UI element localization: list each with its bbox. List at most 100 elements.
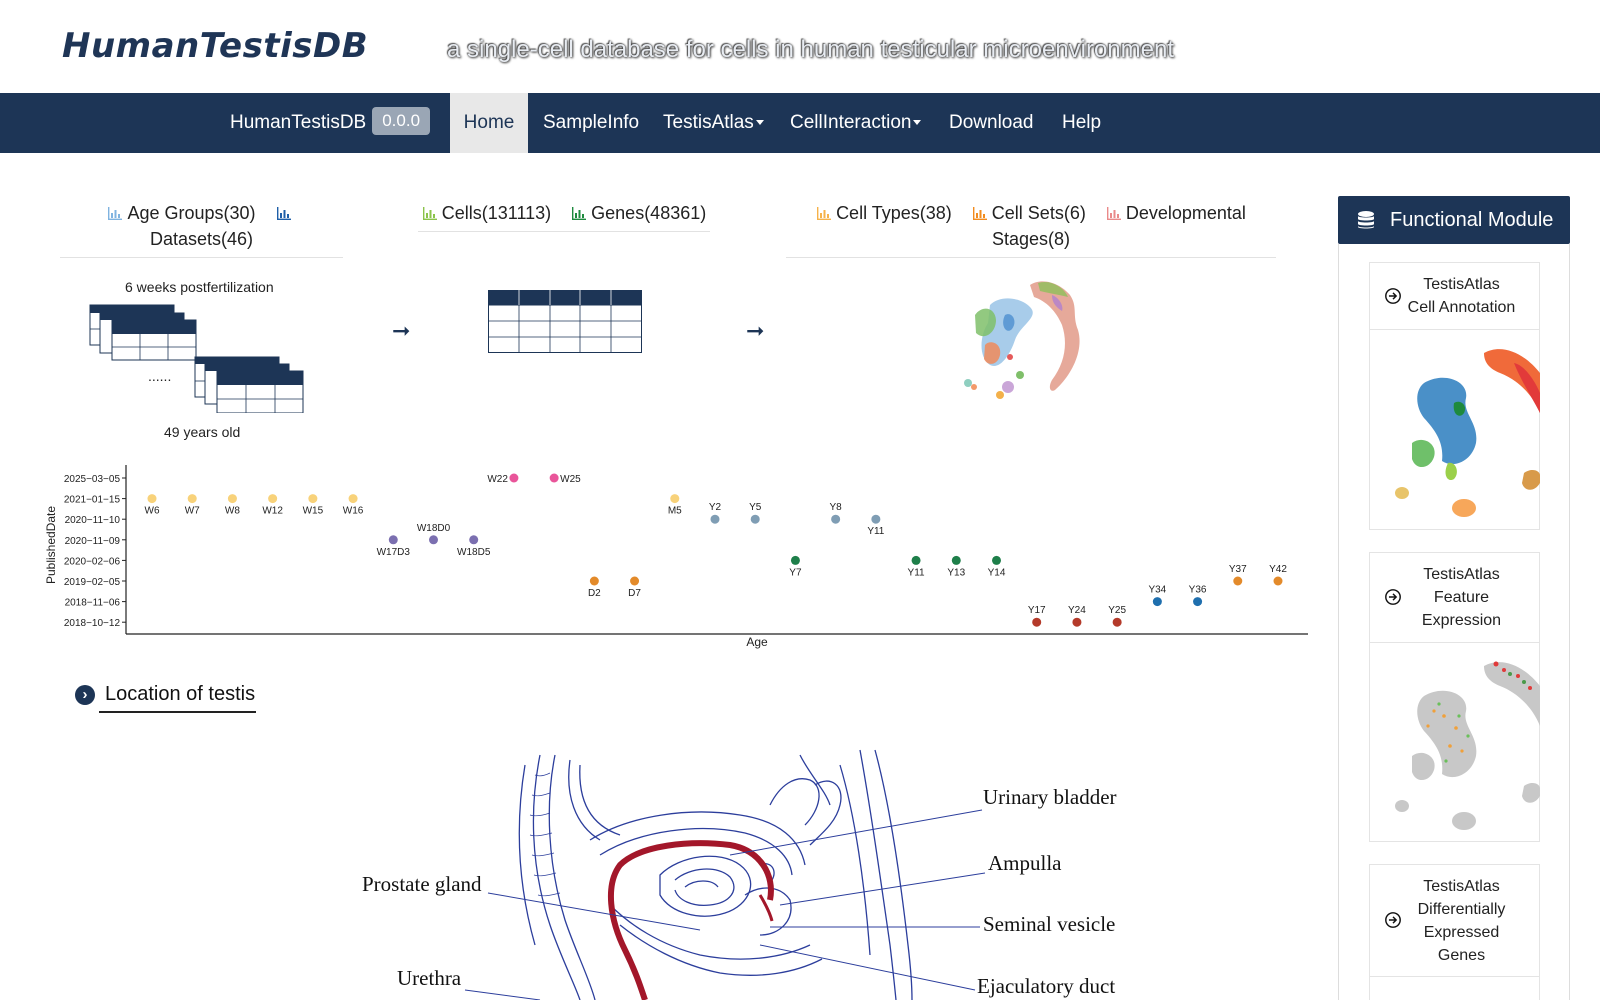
label-prostate-gland: Prostate gland [362,872,482,896]
label-urethra: Urethra [397,966,462,990]
chart-point-label: Y11 [908,567,925,578]
card-header: TestisAtlas Feature Expression [1370,553,1539,643]
chart-point-label: Y42 [1269,564,1287,575]
datasets-count: Datasets(46) [149,229,254,249]
chart-y-tick-label: 2018−10−12 [64,618,121,629]
chart-point [549,473,559,483]
chart-point [951,555,961,565]
chart-y-axis-label: PublishedDate [44,506,58,584]
stat-cells-genes: Cells(131113) Genes(48361) [418,200,710,226]
label-seminal-vesicle: Seminal vesicle [983,912,1116,936]
chart-point [348,494,358,504]
nav-item-home[interactable]: Home [450,93,528,153]
chart-point-label: Y13 [947,567,965,578]
location-section-header[interactable]: › Location of testis [75,683,255,706]
stat-age-datasets: Age Groups(30) Datasets(46) [60,200,343,252]
bar-chart-icon [817,207,832,220]
navbar-brand-label: HumanTestisDB [230,112,367,133]
chart-point [750,514,760,524]
chart-point [589,576,599,586]
caret-down-icon [913,120,922,126]
nav-item-cellinteraction-label: CellInteraction [790,112,912,133]
chart-point-label: W15 [303,506,324,517]
version-badge: 0.0.0 [372,106,431,135]
card-feature-expression[interactable]: TestisAtlas Feature Expression [1369,552,1540,842]
chart-point-label: W6 [145,506,160,517]
bar-chart-icon [972,207,987,220]
chart-point [308,494,318,504]
label-ampulla: Ampulla [988,851,1062,875]
dev-stages-label: Developmental [1125,203,1246,223]
chart-point-label: Y17 [1028,605,1046,616]
age-published-date-scatter: PublishedDate Age 2025−03−05 2021−01−15 20… [44,465,1308,649]
card-title-line: Expression [1421,612,1502,629]
card-title-line: Cell Annotation [1407,299,1516,316]
chart-point-label: Y7 [789,567,802,578]
flow-arrow-icon: ➞ [392,318,411,343]
chart-point-label: W12 [262,506,283,517]
chart-point [147,494,157,504]
chart-y-tick-label: 2020−02−06 [64,556,121,567]
bar-chart-icon [276,207,291,220]
main-navbar: HumanTestisDB 0.0.0 Home SampleInfo Testi… [0,93,1600,225]
sample-tables-illustration [89,304,304,413]
card-cell-annotation[interactable]: TestisAtlas Cell Annotation [1369,262,1540,530]
bar-chart-icon [108,207,123,220]
age-groups-count: Age Groups(30) [127,203,256,223]
nav-item-testisatlas-label: TestisAtlas [663,112,754,133]
chart-point-label: Y5 [749,502,762,513]
chart-point-label: W18D0 [417,523,451,534]
chart-y-tick-label: 2020−11−09 [65,536,121,547]
label-ejaculatory-duct: Ejaculatory duct [977,974,1116,998]
chart-y-tick-label: 2021−01−15 [64,495,121,506]
card-header: TestisAtlas Differentially Expressed Gen… [1370,865,1539,977]
flow-bottom-label: 49 years old [164,424,241,440]
umap-cell-annotation-thumbnail [1395,349,1540,517]
flow-top-label: 6 weeks postfertilization [125,279,274,295]
navbar-brand[interactable]: HumanTestisDB 0.0.0 [230,93,431,153]
chart-point-label: Y37 [1229,564,1247,575]
stat-celltypes-sets-stages: Cell Types(38) Cell Sets(6) Developmenta… [786,200,1276,252]
label-urinary-bladder: Urinary bladder [983,785,1117,809]
chart-point-label: W16 [343,506,364,517]
chart-point-label: W22 [487,474,508,485]
chart-point [429,535,438,545]
cell-types-count: Cell Types(38) [836,203,952,223]
chart-point [1193,597,1203,607]
matrix-table-illustration [488,290,642,353]
chart-point-label: D7 [628,588,641,599]
chart-y-tick-label: 2025−03−05 [64,474,121,485]
card-title-line: Differentially [1417,901,1506,918]
database-icon [1358,211,1374,229]
divider [786,257,1276,258]
site-brand[interactable]: HumanTestisDB [62,26,369,66]
chart-point-label: Y24 [1068,605,1086,616]
chart-point-label: W25 [560,474,581,485]
card-title-line: TestisAtlas [1423,566,1500,583]
nav-item-help[interactable]: Help [1062,112,1102,133]
chart-point [388,535,398,545]
chart-point [268,494,278,504]
functional-module-title: Functional Module [1390,209,1554,231]
chart-point [630,576,640,586]
flow-dots: ...... [148,368,172,384]
nav-item-sampleinfo[interactable]: SampleInfo [543,112,640,133]
card-differentially-expressed-genes[interactable]: TestisAtlas Differentially Expressed Gen… [1369,864,1540,1000]
nav-item-cellinteraction[interactable]: CellInteraction [790,93,922,153]
chart-point [1032,617,1042,627]
genes-count: Genes(48361) [591,203,707,223]
arrow-right-circle-icon [1385,589,1401,605]
caret-down-icon [755,120,764,126]
divider [60,257,343,258]
chart-point [1072,617,1082,627]
chart-point-label: Y25 [1108,605,1126,616]
nav-item-testisatlas[interactable]: TestisAtlas [663,93,764,153]
chart-point [1152,597,1162,607]
chart-point-label: Y14 [988,567,1006,578]
nav-item-download[interactable]: Download [949,112,1034,133]
chart-point [1273,576,1283,586]
card-title-line: TestisAtlas [1423,878,1500,895]
chart-point-label: W7 [185,506,200,517]
chart-point [1233,576,1243,586]
card-header: TestisAtlas Cell Annotation [1370,263,1539,330]
